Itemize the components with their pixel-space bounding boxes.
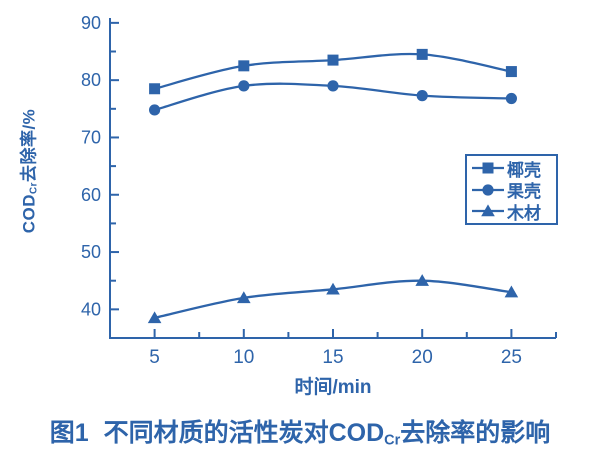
series-1 <box>149 80 517 116</box>
figure-caption-text: 不同材质的活性炭对CODCr去除率的影响 <box>103 419 551 449</box>
circle-marker-icon <box>505 92 517 105</box>
legend-sample-square <box>472 162 504 174</box>
y-axis-label: CODCr去除率/% <box>14 109 39 234</box>
legend-item-1: 果壳 <box>472 179 551 201</box>
circle-marker-icon <box>482 183 494 196</box>
y-axis-label-subscript: Cr <box>28 182 40 195</box>
x-tick-label: 25 <box>501 347 522 368</box>
legend: 椰壳 果壳 木材 <box>465 154 558 225</box>
x-tick-label: 5 <box>149 347 160 368</box>
y-tick-label: 80 <box>81 70 101 90</box>
y-tick-label: 70 <box>81 127 101 147</box>
square-marker-icon <box>238 60 250 72</box>
circle-marker-icon <box>238 80 250 92</box>
triangle-marker-icon <box>415 274 429 286</box>
triangle-marker-icon <box>504 285 519 298</box>
y-axis-label-suffix: 去除率/% <box>19 108 39 183</box>
circle-marker-icon <box>416 90 428 102</box>
axes-lines <box>109 18 556 339</box>
series-2 <box>147 274 519 324</box>
y-tick-label: 50 <box>81 242 101 262</box>
x-tick-label: 15 <box>322 347 343 368</box>
legend-label: 椰壳 <box>507 160 541 180</box>
legend-label: 木材 <box>507 203 541 223</box>
circle-marker-icon <box>327 80 339 92</box>
y-tick-label: 90 <box>81 13 101 33</box>
figure-caption: 图1 不同材质的活性炭对CODCr去除率的影响 <box>0 413 600 449</box>
square-marker-icon <box>482 162 494 174</box>
legend-sample-circle <box>472 183 504 196</box>
triangle-marker-icon <box>237 291 251 304</box>
legend-item-2: 木材 <box>472 201 551 223</box>
x-tick-label: 20 <box>412 347 433 368</box>
square-marker-icon <box>327 54 339 66</box>
caption-subscript: Cr <box>384 432 401 449</box>
series-0 <box>149 48 517 95</box>
y-axis-label-prefix: COD <box>19 194 39 234</box>
legend-item-0: 椰壳 <box>472 158 551 180</box>
x-axis-label: 时间/min <box>294 377 372 398</box>
triangle-marker-icon <box>147 311 162 324</box>
cod-removal-chart: 40 50 60 70 80 90 5 10 15 20 25 CODCr去除率/% 时间/min … <box>14 13 558 398</box>
y-tick-label: 60 <box>81 185 101 205</box>
square-marker-icon <box>416 48 428 60</box>
chart-plot-area: 40 50 60 70 80 90 5 10 15 20 25 <box>81 13 557 368</box>
square-marker-icon <box>149 83 161 95</box>
y-tick-label: 40 <box>81 299 101 319</box>
legend-label: 果壳 <box>507 182 541 201</box>
triangle-marker-icon <box>481 204 495 217</box>
legend-sample-triangle <box>472 204 504 217</box>
square-marker-icon <box>505 66 517 78</box>
circle-marker-icon <box>149 104 161 116</box>
x-tick-label: 10 <box>233 347 254 368</box>
figure-number: 图1 <box>49 419 89 447</box>
triangle-marker-icon <box>326 282 340 295</box>
